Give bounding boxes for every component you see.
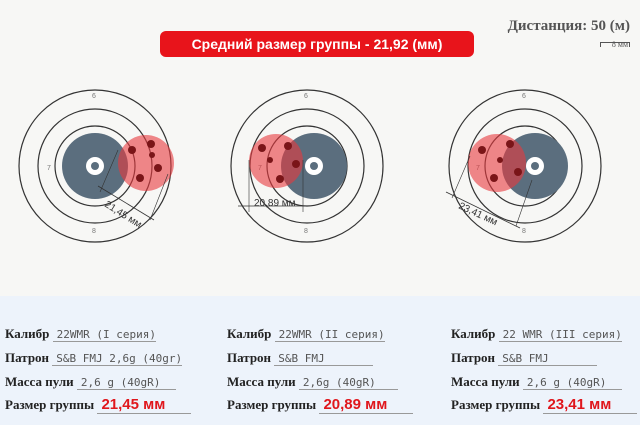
scale-label: 8 мм	[611, 40, 628, 49]
card-series-2: Калибр 22WMR (II серия) Патрон S&B FMJ М…	[222, 296, 434, 425]
caliber-value: 22 WMR (III серия)	[498, 328, 622, 342]
distance-label: Дистанция: 50 (м)	[507, 18, 630, 34]
ring-number: 8	[92, 228, 96, 235]
mass-row: Масса пули 2,6 g (40gR)	[451, 374, 622, 390]
mass-label: Масса пули	[451, 374, 520, 389]
caliber-row: Калибр 22WMR (II серия)	[227, 326, 385, 342]
mass-value: 2,6 g (40gR)	[76, 376, 176, 390]
cartridge-row: Патрон S&B FMJ	[227, 350, 374, 366]
ring-number: 8	[304, 228, 308, 235]
group-circle	[118, 135, 174, 191]
cartridge-value: S&B FMJ 2,6g (40gr)	[52, 352, 183, 366]
cartridge-label: Патрон	[227, 350, 272, 365]
data-cards: Калибр 22WMR (I серия) Патрон S&B FMJ 2,…	[0, 296, 640, 425]
ring-number: 7	[47, 165, 51, 172]
card-series-3: Калибр 22 WMR (III серия) Патрон S&B FMJ…	[446, 296, 638, 425]
mass-row: Масса пули 2,6 g (40gR)	[5, 374, 176, 390]
mass-value: 2,6g (40gR)	[298, 376, 398, 390]
group-row: Размер группы 20,89 мм	[227, 396, 414, 414]
group-measure: 20,89 мм	[254, 198, 296, 209]
caliber-value: 22WMR (II серия)	[274, 328, 385, 342]
mass-label: Масса пули	[5, 374, 74, 389]
ring-number: 6	[92, 93, 96, 100]
group-label: Размер группы	[5, 397, 95, 412]
cartridge-value: S&B FMJ	[274, 352, 374, 366]
mass-row: Масса пули 2,6g (40gR)	[227, 374, 398, 390]
mass-label: Масса пули	[227, 374, 296, 389]
ring-number: 6	[304, 93, 308, 100]
group-row: Размер группы 21,45 мм	[5, 396, 192, 414]
mass-value: 2,6 g (40gR)	[522, 376, 622, 390]
scale-bar	[600, 42, 630, 47]
targets-area: 6 7 8 21,45 мм 6 7 8 20,89 мм	[18, 89, 602, 243]
caliber-row: Калибр 22WMR (I серия)	[5, 326, 156, 342]
cartridge-value: S&B FMJ	[498, 352, 598, 366]
cartridge-label: Патрон	[451, 350, 496, 365]
group-row: Размер группы 23,41 мм	[451, 396, 638, 414]
cartridge-label: Патрон	[5, 350, 50, 365]
cartridge-row: Патрон S&B FMJ 2,6g (40gr)	[5, 350, 183, 366]
group-label: Размер группы	[227, 397, 317, 412]
caliber-label: Калибр	[5, 326, 50, 341]
caliber-value: 22WMR (I серия)	[52, 328, 156, 342]
target-2: 6 7 8 20,89 мм	[230, 89, 384, 243]
ring-number: 6	[522, 93, 526, 100]
average-group-banner: Средний размер группы - 21,92 (мм)	[160, 31, 474, 57]
group-value: 23,41 мм	[543, 396, 638, 414]
group-label: Размер группы	[451, 397, 541, 412]
card-series-1: Калибр 22WMR (I серия) Патрон S&B FMJ 2,…	[0, 296, 212, 425]
target-3: 6 7 8 23,41 мм	[445, 89, 602, 243]
group-value: 20,89 мм	[319, 396, 414, 414]
caliber-label: Калибр	[227, 326, 272, 341]
caliber-row: Калибр 22 WMR (III серия)	[451, 326, 622, 342]
group-measure: 23,41 мм	[457, 201, 499, 229]
ring-number: 8	[522, 228, 526, 235]
group-value: 21,45 мм	[97, 396, 192, 414]
cartridge-row: Патрон S&B FMJ	[451, 350, 598, 366]
target-1: 6 7 8 21,45 мм	[18, 89, 174, 243]
caliber-label: Калибр	[451, 326, 496, 341]
group-circle	[468, 134, 526, 192]
